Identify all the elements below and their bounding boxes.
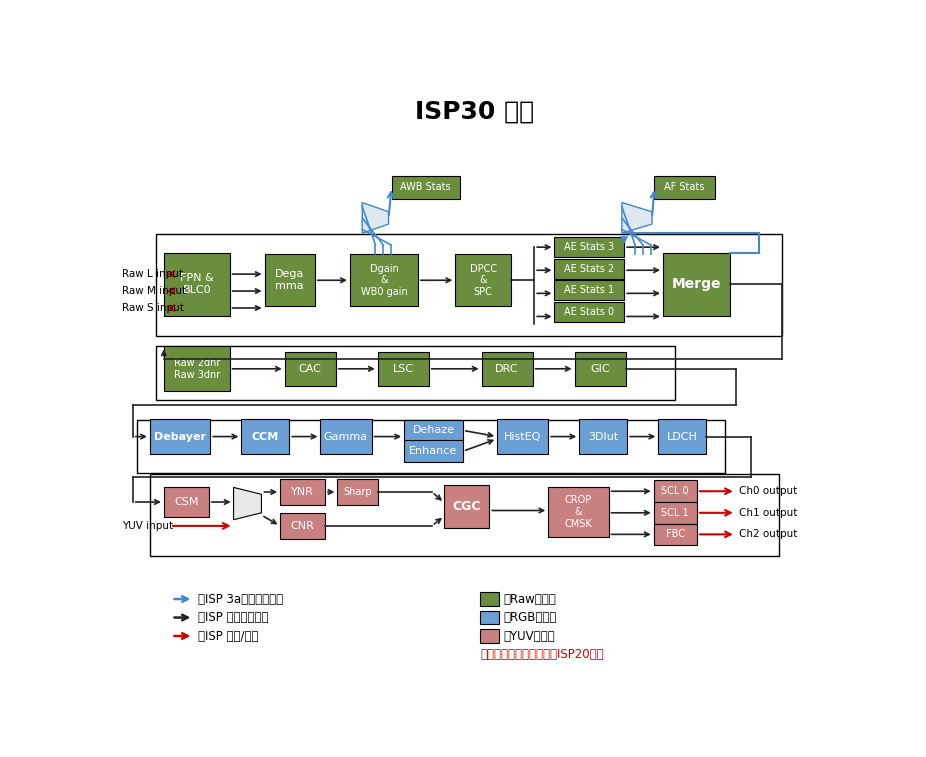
Text: Gamma: Gamma — [324, 431, 368, 441]
FancyBboxPatch shape — [574, 352, 626, 386]
Text: Dgain
&
WB0 gain: Dgain & WB0 gain — [360, 263, 407, 297]
FancyBboxPatch shape — [655, 176, 715, 198]
Text: ：ISP 输入/输出: ：ISP 输入/输出 — [198, 630, 258, 643]
Text: CAC: CAC — [299, 364, 321, 374]
Text: AE Stats 3: AE Stats 3 — [564, 242, 614, 252]
FancyBboxPatch shape — [444, 485, 489, 528]
Text: Debayer: Debayer — [154, 431, 206, 441]
Text: Sharp: Sharp — [344, 487, 372, 497]
FancyBboxPatch shape — [480, 592, 498, 606]
Text: Raw S input: Raw S input — [122, 303, 184, 313]
Text: CROP
&
CMSK: CROP & CMSK — [565, 495, 593, 528]
FancyBboxPatch shape — [654, 502, 697, 524]
Text: LDCH: LDCH — [667, 431, 697, 441]
Polygon shape — [622, 202, 652, 233]
FancyBboxPatch shape — [242, 419, 289, 454]
Text: ：ISP 主视频流通路: ：ISP 主视频流通路 — [198, 611, 269, 624]
FancyBboxPatch shape — [480, 611, 498, 625]
Polygon shape — [362, 202, 389, 233]
Text: AWB Stats: AWB Stats — [400, 182, 451, 192]
FancyBboxPatch shape — [663, 253, 730, 316]
Text: HistEQ: HistEQ — [504, 431, 542, 441]
Text: AF Stats: AF Stats — [665, 182, 705, 192]
FancyBboxPatch shape — [392, 176, 460, 198]
Text: Raw M input: Raw M input — [122, 286, 186, 296]
Text: YUV input: YUV input — [122, 521, 173, 531]
Text: Enhance: Enhance — [409, 446, 457, 456]
Text: 3Dlut: 3Dlut — [588, 431, 619, 441]
FancyBboxPatch shape — [284, 352, 336, 386]
FancyBboxPatch shape — [456, 254, 511, 307]
Text: CSM: CSM — [174, 497, 198, 507]
FancyBboxPatch shape — [480, 629, 498, 643]
Text: YNR: YNR — [291, 487, 314, 497]
Text: AE Stats 2: AE Stats 2 — [564, 263, 614, 274]
FancyBboxPatch shape — [497, 419, 548, 454]
Text: ：ISP 3a统计数据通路: ：ISP 3a统计数据通路 — [198, 593, 283, 606]
Text: AE Stats 0: AE Stats 0 — [564, 307, 614, 317]
FancyBboxPatch shape — [350, 254, 418, 307]
Text: SCL 1: SCL 1 — [661, 508, 689, 518]
FancyBboxPatch shape — [164, 347, 230, 391]
FancyBboxPatch shape — [555, 302, 624, 322]
Text: Ch1 output: Ch1 output — [739, 508, 797, 518]
Text: Raw L input: Raw L input — [122, 269, 183, 279]
Text: ：YUV域模块: ：YUV域模块 — [503, 630, 555, 643]
Polygon shape — [233, 488, 261, 520]
FancyBboxPatch shape — [654, 524, 697, 545]
FancyBboxPatch shape — [164, 487, 208, 518]
Text: GIC: GIC — [590, 364, 610, 374]
Text: DPCC
&
SPC: DPCC & SPC — [469, 263, 496, 297]
FancyBboxPatch shape — [555, 259, 624, 279]
Text: Ch0 output: Ch0 output — [739, 486, 797, 497]
Text: CGC: CGC — [453, 500, 482, 513]
FancyBboxPatch shape — [378, 352, 429, 386]
FancyBboxPatch shape — [280, 479, 325, 505]
Text: Raw 2dnr
Raw 3dnr: Raw 2dnr Raw 3dnr — [173, 358, 220, 379]
Text: 注释：白色字体模块相对ISP20升级: 注释：白色字体模块相对ISP20升级 — [480, 648, 604, 661]
FancyBboxPatch shape — [404, 419, 463, 441]
Text: ：RGB域模块: ：RGB域模块 — [503, 611, 557, 624]
Text: FPN &
BLC0: FPN & BLC0 — [180, 273, 214, 295]
FancyBboxPatch shape — [280, 512, 325, 539]
FancyBboxPatch shape — [579, 419, 627, 454]
FancyBboxPatch shape — [164, 253, 230, 316]
FancyBboxPatch shape — [658, 419, 707, 454]
FancyBboxPatch shape — [654, 481, 697, 502]
FancyBboxPatch shape — [337, 479, 378, 505]
FancyBboxPatch shape — [150, 419, 210, 454]
Text: LSC: LSC — [393, 364, 414, 374]
Text: ISP30 框图: ISP30 框图 — [415, 100, 534, 123]
FancyBboxPatch shape — [548, 487, 608, 537]
Text: Ch2 output: Ch2 output — [739, 529, 797, 539]
Text: CNR: CNR — [291, 521, 315, 531]
FancyBboxPatch shape — [482, 352, 532, 386]
Text: SCL 0: SCL 0 — [661, 486, 689, 497]
Text: Dehaze: Dehaze — [412, 425, 455, 435]
FancyBboxPatch shape — [555, 237, 624, 257]
Text: AE Stats 1: AE Stats 1 — [564, 285, 614, 295]
Text: Merge: Merge — [671, 277, 721, 291]
FancyBboxPatch shape — [555, 280, 624, 301]
FancyBboxPatch shape — [320, 419, 371, 454]
FancyBboxPatch shape — [404, 441, 463, 462]
Text: FBC: FBC — [666, 529, 685, 539]
Text: CCM: CCM — [252, 431, 279, 441]
Text: DRC: DRC — [495, 364, 519, 374]
Text: ：Raw域模块: ：Raw域模块 — [503, 593, 556, 606]
Text: Dega
mma: Dega mma — [275, 269, 305, 291]
FancyBboxPatch shape — [265, 254, 315, 307]
